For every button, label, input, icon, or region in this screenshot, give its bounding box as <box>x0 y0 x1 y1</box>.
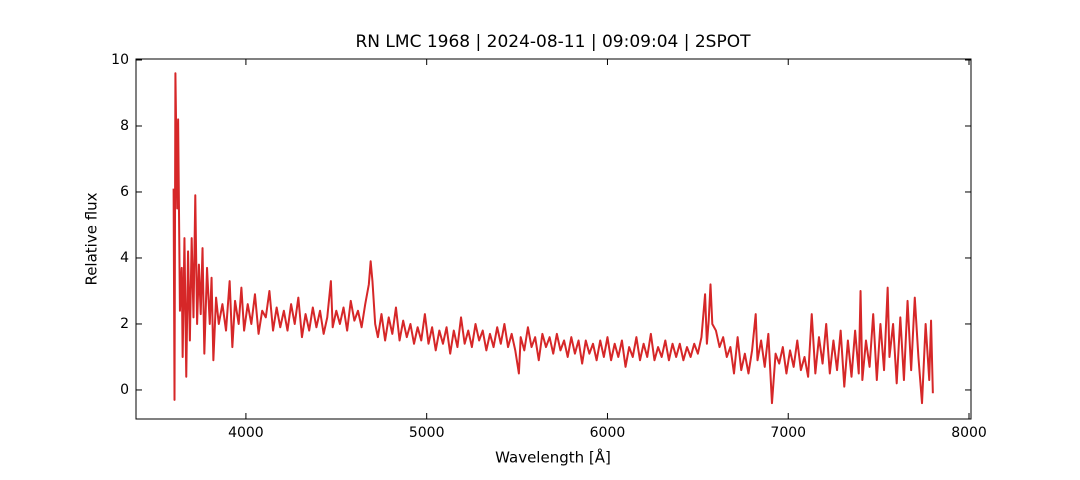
y-tick-label: 0 <box>120 382 129 398</box>
spectrum-line <box>172 72 934 405</box>
x-tick-label: 7000 <box>770 425 806 441</box>
chart-title: RN LMC 1968 | 2024-08-11 | 09:09:04 | 2S… <box>356 32 752 52</box>
plot-frame <box>135 58 972 420</box>
x-tick-label: 4000 <box>228 425 264 441</box>
x-axis-label: Wavelength [Å] <box>495 448 611 467</box>
x-tick-label: 8000 <box>951 425 987 441</box>
y-tick-label: 8 <box>120 118 129 134</box>
y-tick-label: 10 <box>111 52 129 68</box>
y-tick-label: 6 <box>120 184 129 200</box>
y-axis-label: Relative flux <box>83 192 101 285</box>
y-tick-label: 2 <box>120 316 129 332</box>
x-tick-label: 5000 <box>409 425 445 441</box>
x-tick-label: 6000 <box>590 425 626 441</box>
y-tick-label: 4 <box>120 250 129 266</box>
